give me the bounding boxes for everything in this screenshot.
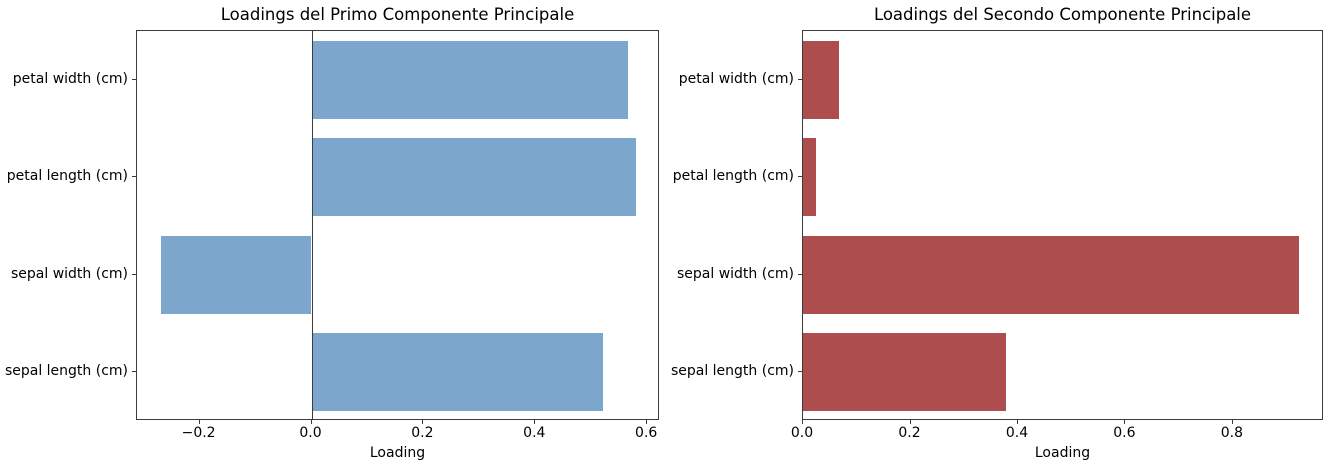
xtick-label: 0.0: [790, 425, 814, 441]
bar-sepal-length-cm: [803, 333, 1006, 412]
xtick-label: 0.6: [635, 425, 658, 441]
ytick-mark: [132, 176, 136, 178]
xtick-mark: [1124, 420, 1126, 424]
pc2-xaxis-label: Loading: [1034, 445, 1091, 461]
xtick-label: 0.8: [1220, 425, 1244, 441]
bar-petal-width-cm: [803, 40, 839, 119]
xtick-mark: [802, 420, 803, 424]
ytick-label-sepal-length-cm: sepal length (cm): [4, 363, 128, 380]
bar-sepal-length-cm: [311, 333, 604, 412]
ytick-label-petal-width-cm: petal width (cm): [12, 70, 128, 87]
ytick-label-sepal-width-cm: sepal width (cm): [10, 265, 128, 282]
ytick-label-petal-width-cm: petal width (cm): [678, 70, 794, 87]
bar-sepal-width-cm: [803, 235, 1300, 314]
ytick-label-sepal-width-cm: sepal width (cm): [676, 265, 794, 282]
xtick-label: 0.4: [1005, 425, 1029, 441]
bar-sepal-width-cm: [160, 235, 312, 314]
bar-petal-length-cm: [803, 138, 817, 217]
ytick-mark: [798, 176, 802, 178]
xtick-mark: [1017, 420, 1018, 424]
pc1-plot-area: [136, 30, 659, 420]
xtick-mark: [198, 420, 200, 424]
bar-petal-width-cm: [311, 40, 628, 119]
xtick-mark: [534, 420, 536, 424]
ytick-label-sepal-length-cm: sepal length (cm): [670, 363, 794, 380]
ytick-label-petal-length-cm: petal length (cm): [6, 168, 128, 185]
xtick-mark: [646, 420, 648, 424]
zero-reference-line: [311, 31, 313, 419]
xtick-mark: [422, 420, 424, 424]
ytick-label-petal-length-cm: petal length (cm): [672, 168, 794, 185]
ytick-mark: [798, 371, 802, 373]
ytick-mark: [132, 78, 136, 80]
ytick-mark: [132, 371, 136, 373]
bar-petal-length-cm: [311, 138, 637, 217]
xtick-mark: [310, 420, 312, 424]
xtick-label: −0.2: [181, 425, 216, 441]
ytick-mark: [132, 273, 136, 275]
xtick-label: 0.2: [411, 425, 434, 441]
pc2-plot-area: [802, 30, 1323, 420]
pc2-chart-title: Loadings del Secondo Componente Principa…: [873, 5, 1252, 24]
xtick-label: 0.4: [523, 425, 546, 441]
xtick-label: 0.0: [299, 425, 322, 441]
ytick-mark: [798, 273, 802, 275]
pc1-chart-title: Loadings del Primo Componente Principale: [220, 5, 575, 24]
ytick-mark: [798, 78, 802, 80]
xtick-mark: [909, 420, 911, 424]
xtick-label: 0.6: [1113, 425, 1136, 441]
pc1-xaxis-label: Loading: [369, 445, 426, 461]
xtick-label: 0.2: [898, 425, 921, 441]
xtick-mark: [1231, 420, 1233, 424]
